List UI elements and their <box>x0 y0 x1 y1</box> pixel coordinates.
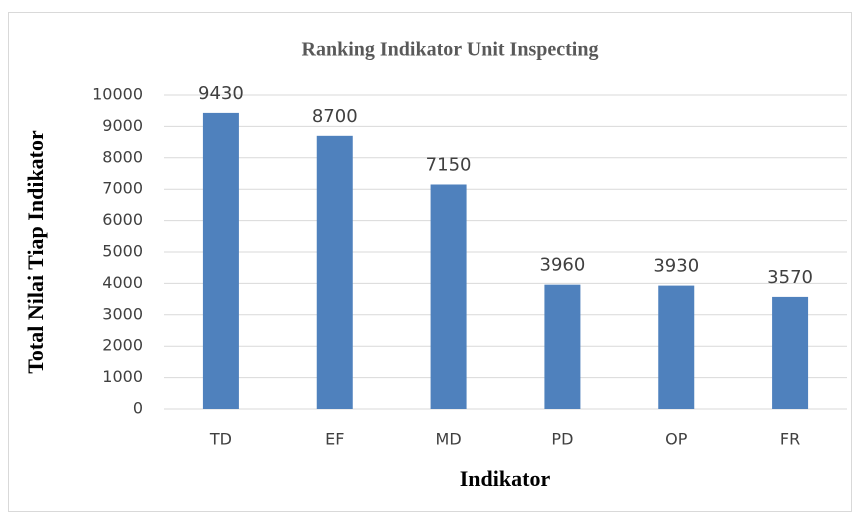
bar <box>316 135 353 409</box>
data-label: 3930 <box>653 256 699 277</box>
x-axis-title: Indikator <box>460 466 551 491</box>
data-label: 9430 <box>198 83 244 104</box>
y-tick-label: 3000 <box>102 304 143 323</box>
y-tick-label: 0 <box>133 399 143 418</box>
data-label: 7150 <box>426 154 472 175</box>
data-label: 3960 <box>540 255 586 276</box>
x-tick-label: OP <box>665 430 688 449</box>
data-label: 3570 <box>767 267 813 288</box>
bar <box>430 184 467 409</box>
y-tick-label: 5000 <box>102 242 143 261</box>
bar <box>772 296 809 409</box>
x-tick-label: MD <box>436 430 462 449</box>
y-tick-label: 10000 <box>92 85 143 104</box>
x-tick-label: EF <box>325 430 344 449</box>
chart-title: Ranking Indikator Unit Inspecting <box>302 39 599 61</box>
data-label: 8700 <box>312 106 358 127</box>
y-tick-label: 9000 <box>102 116 143 135</box>
x-tick-label: TD <box>209 430 232 449</box>
bar <box>658 285 695 409</box>
bar <box>544 284 581 409</box>
y-tick-label: 1000 <box>102 367 143 386</box>
y-tick-label: 4000 <box>102 273 143 292</box>
y-axis-title: Total Nilai Tiap Indikator <box>23 130 48 374</box>
x-tick-label: FR <box>780 430 800 449</box>
y-tick-label: 8000 <box>102 147 143 166</box>
y-tick-label: 7000 <box>102 179 143 198</box>
y-tick-label: 2000 <box>102 336 143 355</box>
bar <box>202 112 239 409</box>
y-tick-label: 6000 <box>102 210 143 229</box>
x-tick-label: PD <box>551 430 573 449</box>
chart-border <box>8 12 852 512</box>
